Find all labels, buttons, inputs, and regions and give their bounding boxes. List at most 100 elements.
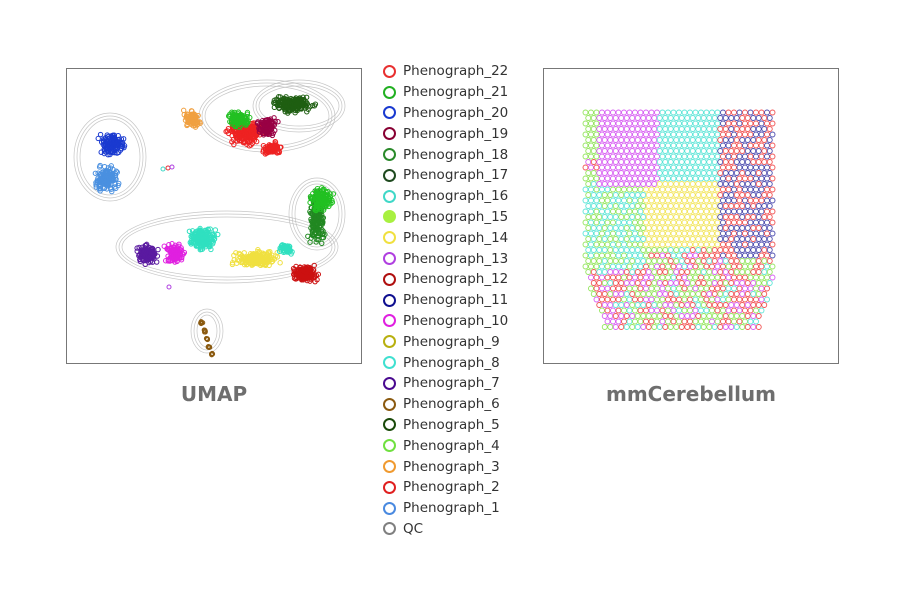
- tissue-spot: [703, 109, 710, 116]
- tissue-spot: [632, 230, 638, 237]
- tissue-spot: [764, 175, 770, 182]
- tissue-spot: [687, 109, 693, 116]
- umap-point: [305, 106, 311, 112]
- tissue-spot: [700, 214, 707, 220]
- tissue-spot: [599, 109, 605, 116]
- umap-point: [160, 166, 166, 172]
- tissue-spot: [733, 170, 740, 176]
- tissue-spot: [632, 109, 638, 116]
- umap-point: [119, 141, 126, 147]
- umap-point: [276, 105, 282, 111]
- tissue-spot: [755, 324, 762, 330]
- tissue-spot: [720, 241, 726, 248]
- legend-item[interactable]: QC: [383, 519, 508, 540]
- tissue-spot: [728, 269, 735, 275]
- legend-item[interactable]: Phenograph_7: [383, 373, 508, 394]
- umap-point: [330, 191, 337, 197]
- tissue-spot: [656, 258, 663, 264]
- legend-item[interactable]: Phenograph_10: [383, 311, 508, 332]
- legend-item[interactable]: Phenograph_20: [383, 103, 508, 124]
- tissue-spot: [593, 142, 600, 149]
- tissue-spot: [681, 307, 688, 314]
- tissue-spot: [733, 181, 740, 187]
- tissue-spot: [665, 175, 671, 182]
- umap-point: [184, 115, 190, 121]
- tissue-spot: [588, 142, 594, 149]
- tissue-spot: [681, 208, 688, 215]
- legend-item[interactable]: Phenograph_19: [383, 123, 508, 144]
- tissue-spot: [640, 159, 647, 165]
- legend-item[interactable]: Phenograph_22: [383, 61, 508, 82]
- legend-item[interactable]: Phenograph_8: [383, 352, 508, 373]
- tissue-spot: [736, 186, 743, 193]
- tissue-spot: [744, 115, 751, 121]
- legend-marker-icon: [383, 314, 396, 328]
- legend-marker-icon: [383, 210, 396, 224]
- tissue-spot: [601, 291, 608, 297]
- umap-point: [251, 129, 258, 136]
- tissue-spot: [758, 241, 765, 248]
- legend-item[interactable]: Phenograph_2: [383, 477, 508, 498]
- legend-item[interactable]: Phenograph_9: [383, 331, 508, 352]
- legend-item[interactable]: Phenograph_21: [383, 82, 508, 103]
- legend-item[interactable]: Phenograph_4: [383, 435, 508, 456]
- tissue-spot: [709, 318, 715, 325]
- tissue-spot: [739, 280, 746, 286]
- umap-point: [149, 259, 156, 265]
- umap-point: [113, 141, 119, 147]
- umap-point: [309, 194, 315, 201]
- legend-item[interactable]: Phenograph_6: [383, 394, 508, 415]
- tissue-spot: [643, 230, 649, 237]
- umap-point: [150, 246, 156, 252]
- density-contour: [118, 213, 336, 281]
- tissue-spot: [596, 148, 603, 154]
- tissue-spot: [764, 120, 770, 127]
- legend-item[interactable]: Phenograph_16: [383, 186, 508, 207]
- tissue-spot: [753, 131, 759, 138]
- legend-item[interactable]: Phenograph_3: [383, 456, 508, 477]
- tissue-spot: [665, 131, 671, 138]
- tissue-spot: [706, 181, 713, 187]
- legend-item[interactable]: Phenograph_11: [383, 290, 508, 311]
- tissue-spot: [764, 131, 770, 138]
- umap-point: [101, 163, 108, 170]
- tissue-spot: [621, 120, 627, 127]
- tissue-spot: [648, 175, 655, 182]
- tissue-spot: [742, 296, 748, 303]
- tissue-spot: [632, 175, 638, 182]
- legend-item[interactable]: Phenograph_18: [383, 144, 508, 165]
- tissue-spot: [711, 148, 718, 154]
- tissue-spot: [643, 263, 649, 270]
- tissue-spot: [744, 192, 751, 198]
- legend-item[interactable]: Phenograph_15: [383, 207, 508, 228]
- legend-item[interactable]: Phenograph_17: [383, 165, 508, 186]
- tissue-spot: [755, 203, 762, 209]
- tissue-spot: [747, 252, 754, 259]
- tissue-spot: [593, 219, 600, 226]
- umap-scatter: [73, 79, 346, 358]
- legend-item[interactable]: Phenograph_5: [383, 415, 508, 436]
- legend-item[interactable]: Phenograph_14: [383, 227, 508, 248]
- legend-item[interactable]: Phenograph_1: [383, 498, 508, 519]
- tissue-spot: [753, 109, 759, 116]
- tissue-spot: [678, 280, 685, 286]
- tissue-spot: [607, 225, 614, 231]
- tissue-spot: [640, 313, 647, 319]
- legend-label: Phenograph_6: [403, 396, 500, 413]
- legend-item[interactable]: Phenograph_12: [383, 269, 508, 290]
- tissue-spot: [643, 120, 649, 127]
- tissue-spot: [758, 274, 765, 281]
- tissue-spot: [706, 247, 713, 253]
- tissue-spot: [667, 225, 674, 231]
- tissue-spot: [607, 302, 614, 308]
- legend-marker-icon: [383, 106, 396, 120]
- tissue-spot: [656, 236, 663, 242]
- tissue-spot: [769, 274, 776, 281]
- umap-point: [313, 239, 319, 245]
- legend-item[interactable]: Phenograph_13: [383, 248, 508, 269]
- tissue-spot: [634, 203, 641, 209]
- tissue-spot: [634, 313, 641, 319]
- tissue-spot: [733, 291, 740, 297]
- tissue-spot: [640, 324, 647, 330]
- tissue-spot: [640, 115, 647, 121]
